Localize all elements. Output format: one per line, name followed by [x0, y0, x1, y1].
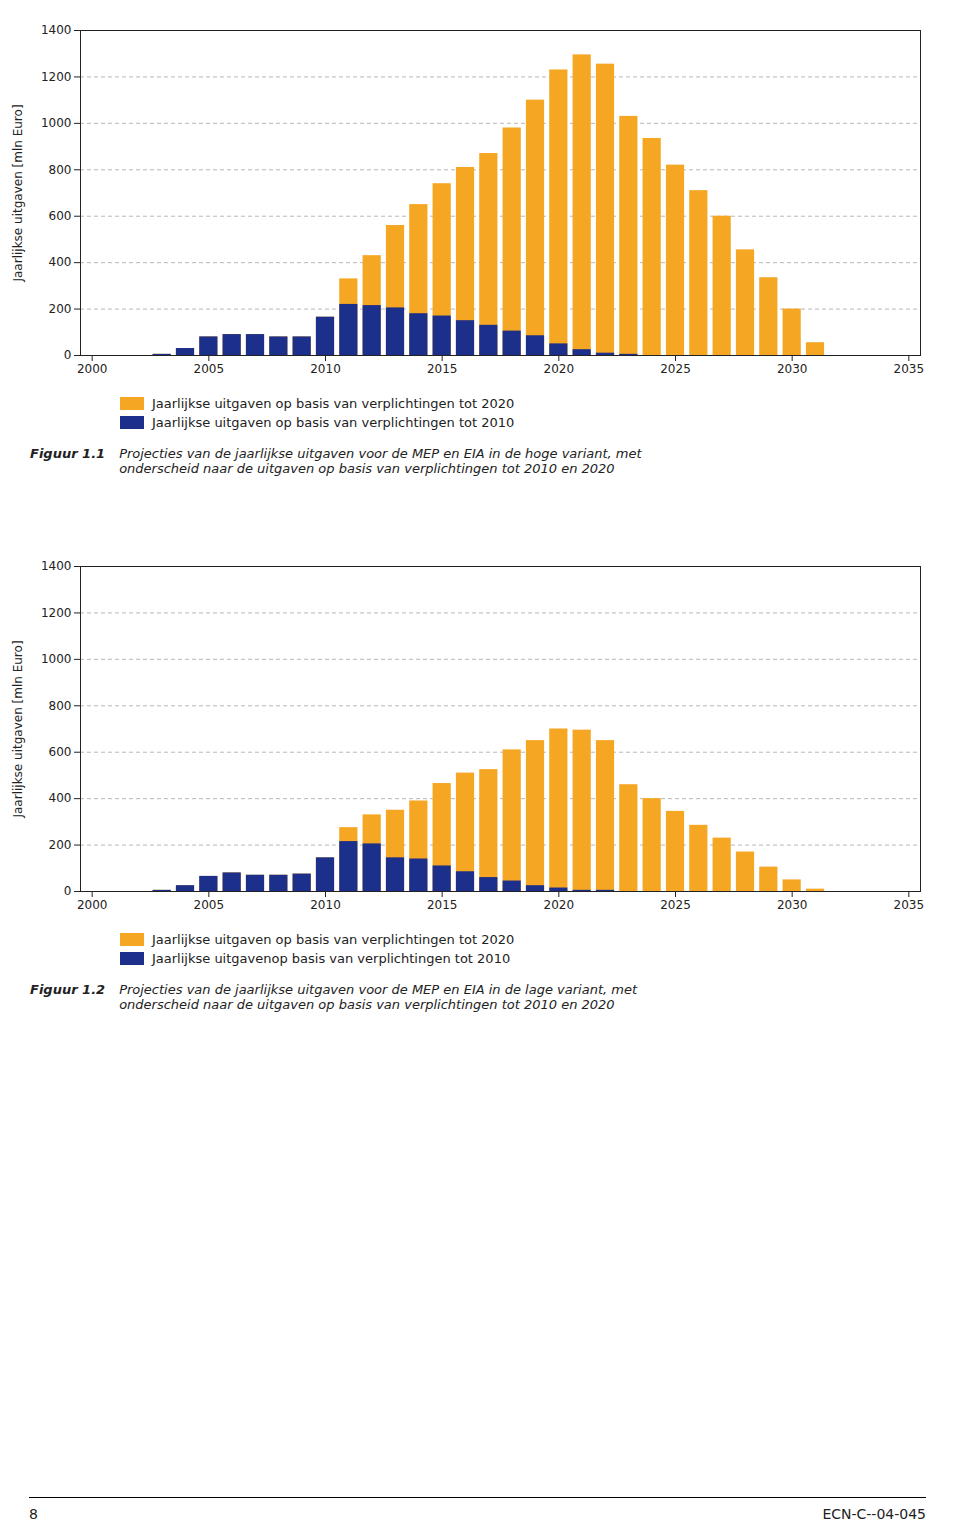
svg-text:2025: 2025	[660, 898, 691, 912]
html-text:ECN-C--04-045: ECN-C--04-045	[822, 1506, 926, 1522]
svg-text:2000: 2000	[77, 362, 108, 376]
html-text:8: 8	[29, 1506, 38, 1522]
svg-text:Jaarlijkse uitgaven [mln Euro]: Jaarlijkse uitgaven [mln Euro]	[11, 640, 25, 818]
svg-text:1000: 1000	[41, 652, 72, 666]
svg-text:2010: 2010	[310, 362, 341, 376]
html-text:Jaarlijkse uitgavenop basis va: Jaarlijkse uitgavenop basis van verplich…	[152, 951, 511, 966]
svg-text:1200: 1200	[41, 70, 72, 84]
svg-text:2020: 2020	[544, 362, 575, 376]
svg-text:Jaarlijkse uitgaven [mln Euro]: Jaarlijkse uitgaven [mln Euro]	[11, 104, 25, 282]
svg-text:2005: 2005	[194, 362, 225, 376]
svg-text:2025: 2025	[660, 362, 691, 376]
svg-text:1400: 1400	[41, 23, 72, 37]
svg-text:1400: 1400	[41, 559, 72, 573]
svg-text:400: 400	[49, 791, 72, 805]
svg-text:800: 800	[49, 163, 72, 177]
html-text:Projecties van de jaarlijkse u: Projecties van de jaarlijkse uitgaven vo…	[119, 446, 642, 476]
html-text:Jaarlijkse uitgaven op basis v: Jaarlijkse uitgaven op basis van verplic…	[152, 415, 515, 430]
svg-text:600: 600	[49, 745, 72, 759]
html-text:Jaarlijkse uitgaven op basis v: Jaarlijkse uitgaven op basis van verplic…	[152, 932, 515, 947]
svg-text:2015: 2015	[427, 898, 458, 912]
svg-text:2030: 2030	[777, 362, 808, 376]
svg-text:600: 600	[49, 209, 72, 223]
svg-text:2015: 2015	[427, 362, 458, 376]
html-text:Figuur 1.1: Figuur 1.1	[30, 446, 106, 461]
html-text:Projecties van de jaarlijkse u: Projecties van de jaarlijkse uitgaven vo…	[119, 982, 637, 1012]
svg-text:200: 200	[49, 838, 72, 852]
svg-text:2010: 2010	[310, 898, 341, 912]
svg-text:2035: 2035	[894, 898, 925, 912]
html-text:Jaarlijkse uitgaven op basis v: Jaarlijkse uitgaven op basis van verplic…	[152, 396, 515, 411]
svg-text:2000: 2000	[77, 898, 108, 912]
svg-text:800: 800	[49, 699, 72, 713]
html-text:Figuur 1.2: Figuur 1.2	[30, 982, 106, 997]
svg-text:2020: 2020	[544, 898, 575, 912]
svg-text:200: 200	[49, 302, 72, 316]
svg-text:2035: 2035	[894, 362, 925, 376]
svg-text:1200: 1200	[41, 606, 72, 620]
svg-text:2005: 2005	[194, 898, 225, 912]
svg-text:0: 0	[64, 348, 72, 362]
svg-text:1000: 1000	[41, 116, 72, 130]
svg-text:400: 400	[49, 255, 72, 269]
svg-text:2030: 2030	[777, 898, 808, 912]
svg-text:0: 0	[64, 884, 72, 898]
